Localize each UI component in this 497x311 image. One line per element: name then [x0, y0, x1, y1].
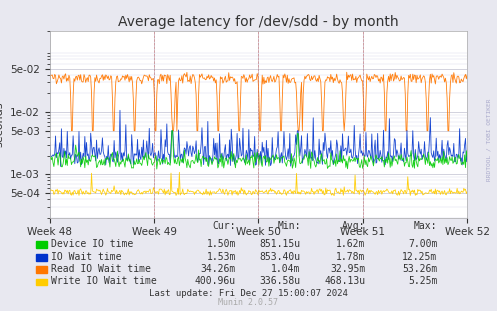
Text: Cur:: Cur:	[213, 220, 236, 230]
Text: Write IO Wait time: Write IO Wait time	[51, 276, 157, 286]
Text: RRDTOOL / TOBI OETIKER: RRDTOOL / TOBI OETIKER	[486, 99, 491, 181]
Text: 53.26m: 53.26m	[402, 264, 437, 274]
Y-axis label: seconds: seconds	[0, 102, 4, 147]
Text: 34.26m: 34.26m	[201, 264, 236, 274]
Text: 1.50m: 1.50m	[207, 239, 236, 249]
Text: Avg:: Avg:	[342, 220, 365, 230]
Text: 1.78m: 1.78m	[336, 252, 365, 262]
Text: Device IO time: Device IO time	[51, 239, 133, 249]
Text: 32.95m: 32.95m	[330, 264, 365, 274]
Text: 5.25m: 5.25m	[408, 276, 437, 286]
Text: 1.53m: 1.53m	[207, 252, 236, 262]
Text: 400.96u: 400.96u	[195, 276, 236, 286]
Text: 1.04m: 1.04m	[271, 264, 301, 274]
Text: 853.40u: 853.40u	[259, 252, 301, 262]
Text: Max:: Max:	[414, 220, 437, 230]
Text: Min:: Min:	[277, 220, 301, 230]
Text: Last update: Fri Dec 27 15:00:07 2024: Last update: Fri Dec 27 15:00:07 2024	[149, 289, 348, 298]
Text: Munin 2.0.57: Munin 2.0.57	[219, 298, 278, 307]
Text: 12.25m: 12.25m	[402, 252, 437, 262]
Text: 851.15u: 851.15u	[259, 239, 301, 249]
Text: IO Wait time: IO Wait time	[51, 252, 121, 262]
Text: 7.00m: 7.00m	[408, 239, 437, 249]
Text: Read IO Wait time: Read IO Wait time	[51, 264, 151, 274]
Text: 1.62m: 1.62m	[336, 239, 365, 249]
Title: Average latency for /dev/sdd - by month: Average latency for /dev/sdd - by month	[118, 15, 399, 29]
Text: 468.13u: 468.13u	[324, 276, 365, 286]
Text: 336.58u: 336.58u	[259, 276, 301, 286]
